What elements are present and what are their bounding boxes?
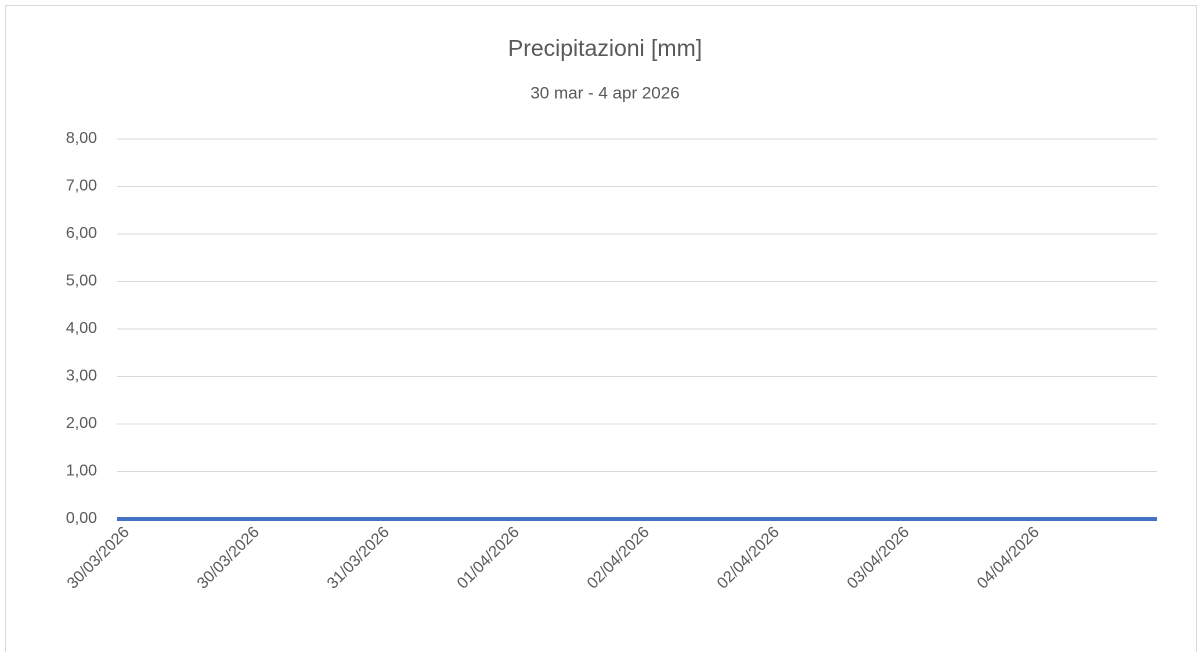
y-tick-label: 6,00 (66, 225, 97, 242)
y-tick-label: 1,00 (66, 463, 97, 480)
chart-subtitle: 30 mar - 4 apr 2026 (530, 83, 679, 102)
y-tick-label: 4,00 (66, 320, 97, 337)
y-tick-label: 5,00 (66, 273, 97, 290)
y-tick-label: 2,00 (66, 415, 97, 432)
y-tick-label: 7,00 (66, 178, 97, 195)
y-tick-label: 3,00 (66, 368, 97, 385)
y-tick-label: 8,00 (66, 130, 97, 147)
y-tick-label: 0,00 (66, 510, 97, 527)
chart-title: Precipitazioni [mm] (508, 35, 702, 61)
